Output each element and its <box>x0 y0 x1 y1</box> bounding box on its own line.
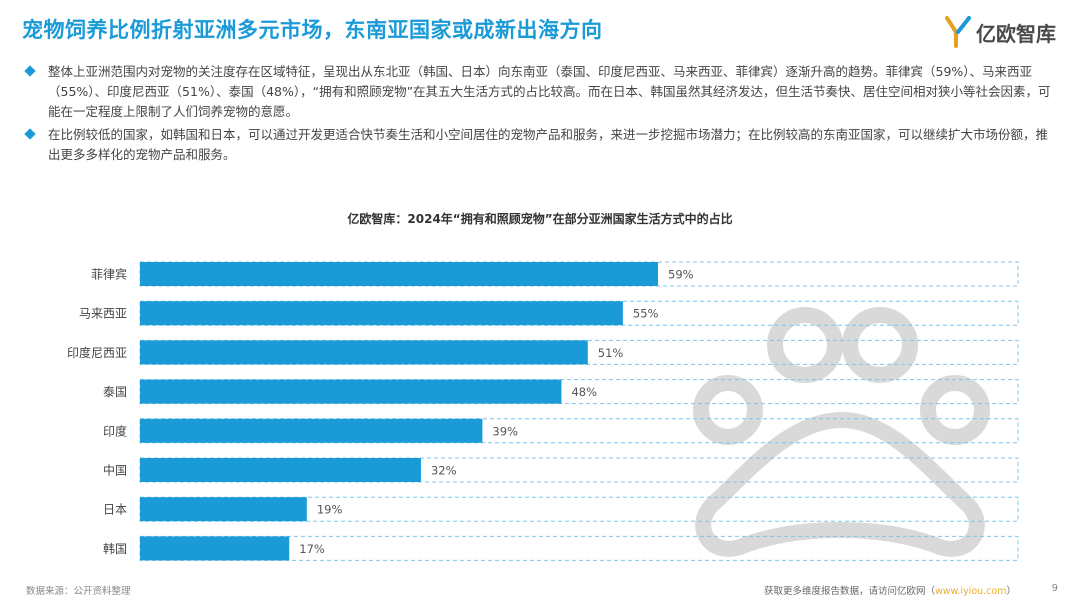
bullet-list: 整体上亚洲范围内对宠物的关注度存在区域特征，呈现出从东北亚（韩国、日本）向东南亚… <box>24 62 1060 168</box>
category-label: 印度尼西亚 <box>67 345 127 360</box>
paw-watermark-icon <box>693 307 990 557</box>
category-label: 菲律宾 <box>91 267 127 282</box>
bar <box>140 536 290 561</box>
category-label: 印度 <box>103 423 127 438</box>
bar <box>140 340 588 365</box>
bar <box>140 262 659 286</box>
bar <box>140 458 421 482</box>
value-label: 17% <box>299 542 325 556</box>
value-label: 19% <box>317 503 343 517</box>
category-label: 韩国 <box>103 541 127 556</box>
website-note-prefix: 获取更多维度报告数据，请访问亿欧网（ <box>763 586 935 597</box>
bar <box>140 418 483 443</box>
page-number: 9 <box>1051 583 1058 594</box>
chart-title: 亿欧智库：2024年“拥有和照顾宠物”在部分亚洲国家生活方式中的占比 <box>347 212 733 226</box>
value-label: 39% <box>492 424 518 438</box>
logo: 亿欧智库 <box>944 14 1064 50</box>
bullet-item: 在比例较低的国家，如韩国和日本，可以通过开发更适合快节奏生活和小空间居住的宠物产… <box>24 125 1060 165</box>
website-note-suffix: ） <box>1006 586 1016 597</box>
value-label: 55% <box>633 307 659 321</box>
value-label: 59% <box>668 268 694 282</box>
bullet-item: 整体上亚洲范围内对宠物的关注度存在区域特征，呈现出从东北亚（韩国、日本）向东南亚… <box>24 62 1060 122</box>
value-label: 51% <box>598 346 624 360</box>
bullet-text: 整体上亚洲范围内对宠物的关注度存在区域特征，呈现出从东北亚（韩国、日本）向东南亚… <box>48 64 1051 119</box>
category-label: 马来西亚 <box>79 307 127 321</box>
bar <box>140 379 562 404</box>
bullet-text: 在比例较低的国家，如韩国和日本，可以通过开发更适合快节奏生活和小空间居住的宠物产… <box>48 127 1049 162</box>
page-title: 宠物饲养比例折射亚洲多元市场，东南亚国家或成新出海方向 <box>22 18 603 42</box>
bar <box>140 301 623 326</box>
category-label: 日本 <box>103 503 127 517</box>
logo-icon <box>945 16 971 48</box>
category-label: 泰国 <box>103 385 127 399</box>
bar <box>140 497 307 522</box>
value-label: 32% <box>431 464 457 478</box>
logo-text: 亿欧智库 <box>976 21 1056 46</box>
source-note: 数据来源：公开资料整理 <box>26 586 131 597</box>
website-link[interactable]: www.iyiou.com <box>934 586 1007 597</box>
website-note: 获取更多维度报告数据，请访问亿欧网（www.iyiou.com） <box>764 583 1016 597</box>
value-label: 48% <box>571 385 597 399</box>
category-label: 中国 <box>103 463 127 478</box>
